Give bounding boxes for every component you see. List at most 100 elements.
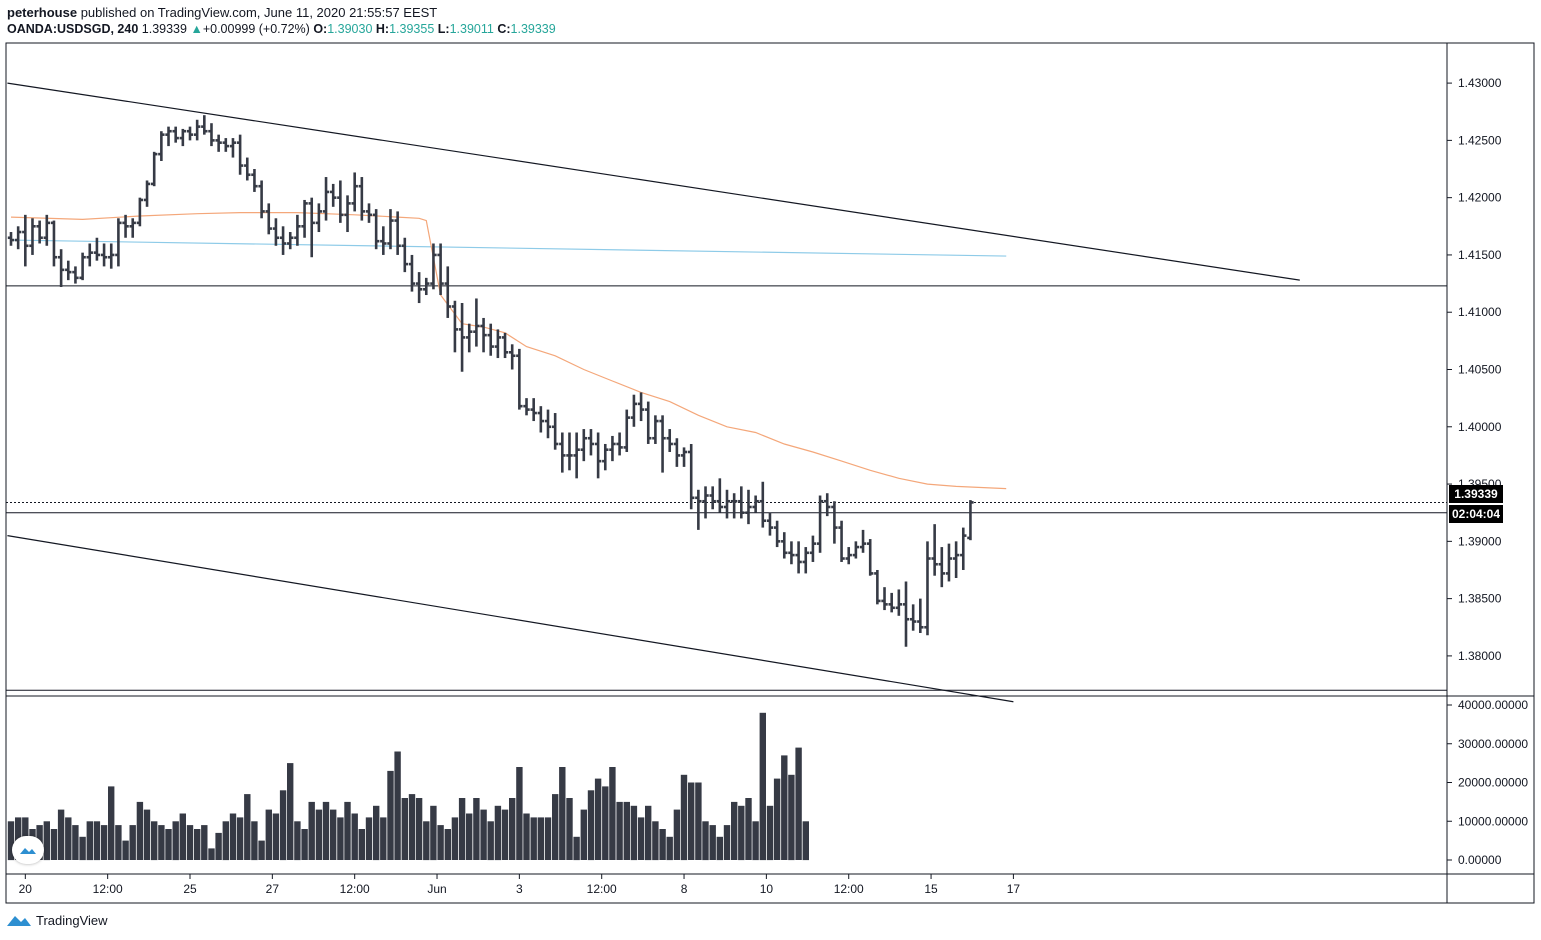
price-tick-label: 1.38500 bbox=[1458, 592, 1502, 606]
volume-tick-label: 40000.00000 bbox=[1458, 698, 1528, 712]
ohlc-bar bbox=[537, 406, 545, 433]
close-label: C: bbox=[497, 22, 511, 36]
ohlc-bar bbox=[845, 547, 852, 565]
volume-bar bbox=[136, 801, 144, 860]
ohlc-bar bbox=[50, 220, 58, 267]
tradingview-cloud-icon bbox=[20, 848, 36, 854]
volume-bar bbox=[623, 801, 630, 860]
ohlc-bar bbox=[666, 429, 673, 452]
volume-bar bbox=[702, 821, 709, 861]
volume-bar bbox=[251, 821, 258, 861]
volume-bar bbox=[745, 798, 752, 860]
time-tick-label: 27 bbox=[266, 882, 280, 896]
ohlc-bar bbox=[7, 232, 15, 246]
upper-channel-trendline bbox=[7, 82, 1300, 281]
volume-bar bbox=[387, 770, 394, 860]
ohlc-bar bbox=[136, 197, 144, 227]
price-tick-label: 1.41500 bbox=[1458, 248, 1502, 262]
ohlc-bar bbox=[251, 169, 258, 192]
tradingview-badge[interactable] bbox=[12, 836, 44, 864]
volume-bar bbox=[759, 712, 766, 861]
ohlc-bar bbox=[151, 151, 158, 187]
volume-bar bbox=[208, 848, 215, 860]
volume-bar bbox=[322, 801, 330, 860]
volume-bar bbox=[423, 821, 430, 861]
ohlc-bar bbox=[723, 489, 731, 519]
volume-bar bbox=[559, 767, 566, 860]
ohlc-bar bbox=[394, 211, 401, 255]
volume-bar bbox=[294, 821, 301, 861]
price-tick-label: 1.41000 bbox=[1458, 305, 1502, 319]
volume-bar bbox=[458, 798, 466, 860]
volume-bar bbox=[573, 836, 580, 861]
ohlc-bar bbox=[924, 541, 931, 636]
ohlc-bar bbox=[401, 237, 408, 273]
ohlc-bar bbox=[179, 128, 187, 147]
ohlc-bar bbox=[902, 581, 910, 647]
ohlc-bar bbox=[530, 398, 537, 422]
volume-bar bbox=[315, 809, 323, 860]
volume-bar bbox=[358, 829, 365, 860]
volume-bar bbox=[43, 821, 50, 861]
ohlc-bar bbox=[509, 344, 516, 370]
volume-bar bbox=[552, 794, 559, 860]
ohlc-bar bbox=[36, 220, 43, 244]
ohlc-bar bbox=[451, 300, 459, 353]
author-name[interactable]: peterhouse bbox=[7, 5, 78, 20]
ohlc-bar bbox=[108, 243, 115, 269]
ohlc-bar bbox=[473, 298, 480, 347]
volume-tick-label: 10000.00000 bbox=[1458, 814, 1528, 828]
time-tick-label: 12:00 bbox=[587, 882, 617, 896]
volume-bar bbox=[652, 821, 659, 861]
volume-bar bbox=[609, 767, 616, 860]
ohlc-bar bbox=[874, 569, 881, 605]
ohlc-bar bbox=[186, 126, 194, 141]
volume-bar bbox=[752, 821, 759, 861]
ohlc-bar bbox=[824, 493, 831, 517]
volume-bar bbox=[509, 798, 516, 860]
ohlc-bar bbox=[308, 197, 315, 258]
ohlc-bar bbox=[43, 214, 50, 246]
ohlc-bar bbox=[523, 398, 530, 416]
price-tick-label: 1.42000 bbox=[1458, 191, 1502, 205]
ohlc-bar bbox=[680, 447, 688, 467]
ohlc-bar bbox=[909, 604, 917, 631]
price-badge: 1.39339 bbox=[1449, 485, 1503, 503]
volume-bar bbox=[401, 798, 408, 860]
volume-bar bbox=[272, 813, 280, 860]
volume-bar bbox=[165, 829, 172, 860]
volume-bar bbox=[380, 817, 387, 860]
ohlc-bar bbox=[566, 432, 573, 471]
volume-bar bbox=[215, 832, 222, 860]
volume-bar bbox=[731, 801, 738, 860]
volume-bar bbox=[680, 774, 688, 861]
close-value: 1.39339 bbox=[510, 22, 556, 36]
ohlc-bar bbox=[93, 237, 101, 261]
ohlc-bar bbox=[258, 180, 265, 219]
footer-brand[interactable]: TradingView bbox=[36, 912, 108, 928]
volume-bar bbox=[179, 813, 186, 860]
ohlc-bar bbox=[122, 214, 129, 238]
ohlc-bar bbox=[322, 177, 330, 221]
ohlc-bar bbox=[551, 413, 559, 450]
ohlc-bar bbox=[65, 260, 72, 281]
triangle-up-icon: ▲ bbox=[190, 22, 203, 36]
ohlc-bar bbox=[637, 392, 645, 422]
volume-bar bbox=[115, 825, 122, 860]
ohlc-bar bbox=[752, 495, 759, 513]
volume-bar bbox=[72, 825, 79, 860]
volume-bar bbox=[444, 829, 451, 860]
fast-moving-average-line bbox=[10, 212, 1007, 490]
publish-info: peterhouse published on TradingView.com,… bbox=[7, 5, 437, 20]
ohlc-bar bbox=[301, 199, 308, 238]
ohlc-bar bbox=[29, 218, 36, 255]
ohlc-bar bbox=[215, 134, 222, 152]
volume-bar bbox=[773, 778, 781, 860]
ohlc-bar bbox=[129, 218, 136, 238]
volume-bar bbox=[530, 817, 537, 860]
ohlc-bar bbox=[222, 138, 229, 152]
ohlc-bar bbox=[967, 500, 974, 541]
tradingview-logo-icon bbox=[7, 916, 31, 926]
volume-bar bbox=[437, 825, 444, 860]
